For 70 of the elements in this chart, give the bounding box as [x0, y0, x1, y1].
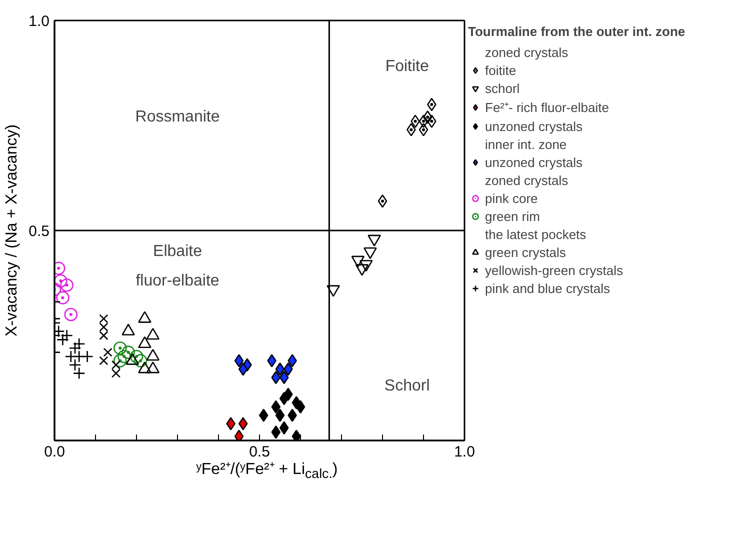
point	[275, 408, 285, 422]
point	[279, 370, 289, 384]
point	[271, 425, 281, 439]
point	[234, 354, 244, 368]
point	[267, 354, 276, 368]
point	[378, 194, 388, 208]
point	[134, 354, 148, 368]
point	[113, 354, 127, 368]
point	[64, 308, 78, 322]
x-axis-title: ʸFe²⁺/(ʸFe²⁺ + Li$_{calc.}$)	[196, 460, 338, 484]
point	[130, 350, 144, 364]
point	[113, 341, 127, 355]
point	[288, 354, 297, 368]
text: zoned crystals	[485, 44, 568, 60]
point	[60, 278, 74, 292]
annotation: fluor-elbaite	[136, 272, 220, 290]
point	[296, 400, 306, 414]
point	[99, 314, 108, 324]
point	[99, 330, 108, 340]
point	[60, 329, 73, 342]
legend-label: green rim	[485, 208, 540, 224]
point	[279, 421, 289, 435]
point	[275, 362, 285, 376]
point	[99, 322, 108, 332]
legend-label: pink core	[485, 190, 538, 206]
annotation: Foitite	[385, 58, 429, 76]
legend-title: Tourmaline from the outer int. zone	[468, 24, 686, 39]
x-tick-label: 1.0	[454, 444, 475, 460]
point	[54, 274, 68, 288]
point	[238, 362, 248, 376]
point	[422, 110, 432, 124]
point	[118, 350, 131, 364]
y-axis-title: X-vacancy / (Na + X-vacancy)	[4, 124, 21, 337]
point	[410, 114, 420, 128]
x-tick-label: 0.5	[249, 444, 270, 460]
point	[406, 123, 416, 136]
point	[427, 114, 436, 128]
annotation: Rossmanite	[135, 108, 220, 126]
point	[111, 368, 121, 378]
annotation: Elbaite	[153, 243, 202, 260]
legend-label: unzoned crystals	[485, 118, 583, 134]
point	[72, 367, 86, 380]
point	[122, 346, 135, 359]
x-tick-label: 0.0	[44, 444, 65, 460]
point	[258, 408, 268, 422]
legend-label: schorl	[485, 80, 520, 96]
point	[418, 114, 428, 128]
point	[288, 408, 297, 422]
point	[234, 430, 244, 440]
point	[284, 388, 293, 401]
point	[271, 370, 281, 384]
legend-label: yellowish-green crystals	[485, 262, 623, 278]
text: inner int. zone	[485, 136, 567, 152]
legend-label: Fe²⁺- rich fluor-elbaite	[485, 99, 609, 116]
point	[103, 348, 112, 357]
point	[56, 291, 70, 304]
point	[99, 356, 108, 366]
legend-label: pink and blue crystals	[485, 280, 610, 296]
text: zoned crystals	[485, 172, 568, 188]
annotation: Schorl	[384, 377, 430, 394]
point	[292, 430, 302, 440]
legend-label: green crystals	[485, 244, 566, 260]
text: the latest pockets	[485, 226, 586, 242]
legend-label: foitite	[485, 62, 516, 78]
point	[271, 400, 281, 414]
point	[418, 123, 428, 136]
point	[238, 417, 248, 430]
legend-label: unzoned crystals	[485, 154, 583, 170]
point	[226, 417, 236, 430]
point	[72, 338, 86, 350]
